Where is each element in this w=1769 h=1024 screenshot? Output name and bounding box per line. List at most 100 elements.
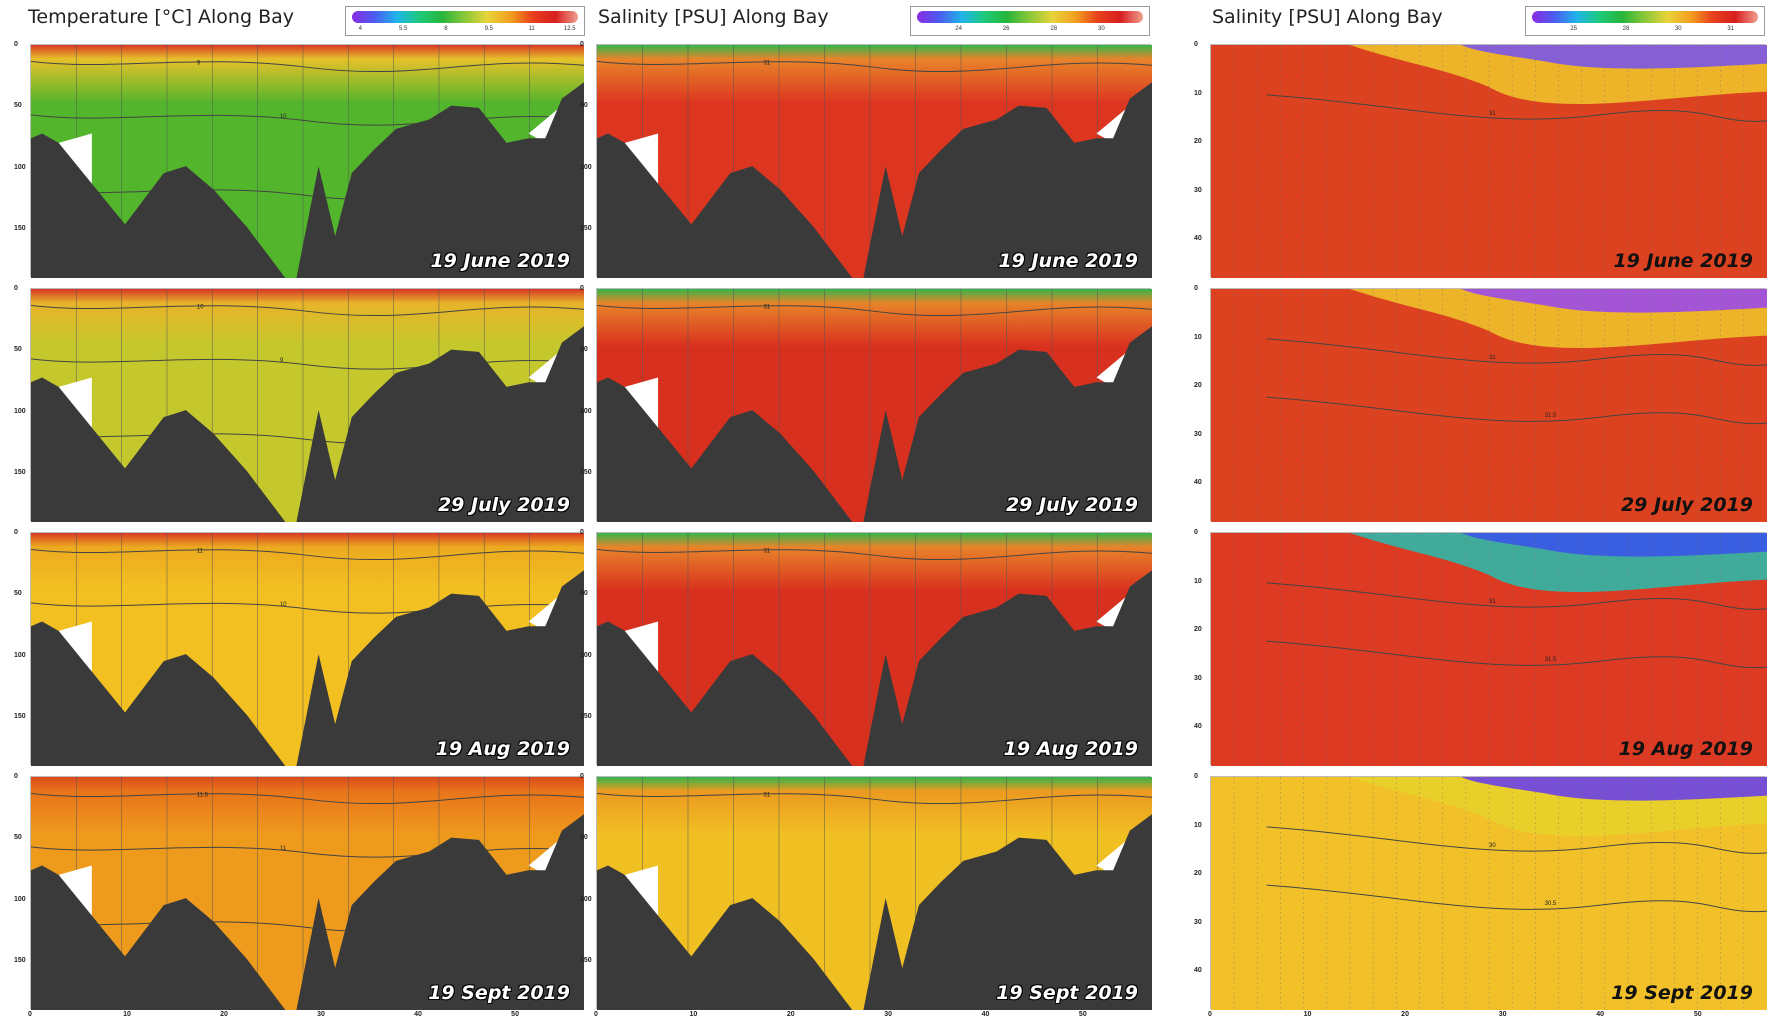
salinity-mid-panel: 31 29 July 2019 bbox=[596, 288, 1152, 522]
contour-label: 9 bbox=[280, 358, 284, 364]
seafloor-bathymetry bbox=[597, 326, 1152, 522]
y-tick-label: 10 bbox=[1194, 577, 1202, 585]
contour-label: 31 bbox=[764, 792, 771, 798]
y-tick-label: 0 bbox=[1194, 773, 1198, 780]
panel-date-label: 19 June 2019 bbox=[998, 250, 1138, 272]
salinity-mid-colorbar-gradient bbox=[917, 11, 1143, 23]
colorbar-tick: 9.5 bbox=[484, 26, 493, 32]
x-tick-label: 50 bbox=[1693, 1011, 1702, 1018]
salinity-right-section-plot: 30 30.5 bbox=[1211, 777, 1767, 1010]
contour-label: 31 bbox=[764, 304, 771, 310]
y-tick-label: 10 bbox=[1194, 89, 1202, 97]
contour-line bbox=[31, 304, 584, 317]
x-tick-label: 10 bbox=[1303, 1011, 1312, 1018]
y-tick-label: 100 bbox=[14, 651, 26, 659]
y-tick-label: 100 bbox=[580, 407, 592, 415]
contour-label: 11 bbox=[280, 846, 287, 852]
salinity-mid-colorbar: 24 26 28 30 bbox=[910, 6, 1150, 36]
y-tick-label: 20 bbox=[1194, 626, 1202, 634]
y-tick-label: 100 bbox=[580, 651, 592, 659]
colorbar-tick: 8 bbox=[444, 26, 448, 32]
y-tick-label: 100 bbox=[580, 895, 592, 903]
y-tick-label: 40 bbox=[1194, 235, 1202, 243]
y-tick-label: 20 bbox=[1194, 138, 1202, 146]
y-tick-label: 100 bbox=[14, 895, 26, 903]
seafloor-bathymetry bbox=[597, 82, 1152, 278]
temperature-section-plot: 11.51110.5 bbox=[31, 777, 584, 1010]
salinity-mid-panel: 31 19 June 2019 bbox=[596, 44, 1152, 278]
contour-line bbox=[31, 358, 584, 370]
y-tick-label: 0 bbox=[580, 285, 584, 292]
contour-label: 9 bbox=[197, 60, 201, 66]
salinity-mid-section-plot: 31 bbox=[597, 533, 1152, 766]
contour-line bbox=[1266, 396, 1767, 425]
colorbar-tick: 26 bbox=[1002, 26, 1010, 32]
contour-line bbox=[31, 846, 584, 858]
y-tick-label: 50 bbox=[580, 346, 588, 354]
contour-label: 31 bbox=[764, 548, 771, 554]
contour-line bbox=[31, 792, 584, 805]
temperature-colorbar: 4 5.5 8 9.5 11 12.5 bbox=[345, 6, 585, 36]
y-tick-label: 50 bbox=[580, 590, 588, 598]
contour-line bbox=[597, 304, 1152, 317]
salinity-mid-panel: 31 19 Aug 2019 bbox=[596, 532, 1152, 766]
contour-line bbox=[31, 548, 584, 561]
temperature-title: Temperature [°C] Along Bay bbox=[28, 6, 294, 28]
freshwater-core bbox=[1461, 777, 1767, 801]
y-tick-label: 150 bbox=[14, 956, 26, 964]
y-tick-label: 20 bbox=[1194, 382, 1202, 390]
colorbar-tick: 5.5 bbox=[398, 26, 408, 32]
x-tick-label: 40 bbox=[1596, 1011, 1605, 1018]
y-tick-label: 0 bbox=[580, 773, 584, 780]
y-tick-label: 30 bbox=[1194, 430, 1202, 438]
temperature-panel: 11 10 19 Aug 2019 bbox=[30, 532, 584, 766]
y-tick-label: 150 bbox=[580, 468, 592, 476]
x-tick-label: 0 bbox=[594, 1011, 598, 1018]
y-tick-label: 150 bbox=[14, 468, 26, 476]
y-tick-label: 0 bbox=[1194, 41, 1198, 48]
y-tick-label: 0 bbox=[14, 529, 18, 536]
x-tick-label: 30 bbox=[1498, 1011, 1507, 1018]
colorbar-tick: 25 bbox=[1570, 26, 1577, 32]
contour-label: 31 bbox=[1489, 111, 1496, 117]
salinity-right-colorbar-gradient bbox=[1532, 11, 1758, 23]
y-tick-label: 40 bbox=[1194, 723, 1202, 731]
y-tick-label: 0 bbox=[580, 529, 584, 536]
temperature-section-plot: 11 10 bbox=[31, 533, 584, 766]
y-tick-label: 10 bbox=[1194, 821, 1202, 829]
x-tick-label: 10 bbox=[123, 1011, 131, 1018]
y-tick-label: 100 bbox=[14, 407, 26, 415]
panel-date-label: 19 June 2019 bbox=[430, 250, 570, 272]
contour-line bbox=[1266, 826, 1767, 854]
y-tick-label: 100 bbox=[580, 163, 592, 171]
y-tick-label: 10 bbox=[1194, 333, 1202, 341]
temperature-colorbar-gradient bbox=[352, 11, 578, 23]
panel-date-label: 19 Sept 2019 bbox=[428, 982, 570, 1004]
contour-label: 31.5 bbox=[1545, 413, 1557, 419]
y-tick-label: 0 bbox=[580, 41, 584, 48]
contour-line bbox=[1266, 640, 1767, 669]
contour-line bbox=[1266, 94, 1767, 122]
colorbar-tick: 31 bbox=[1727, 26, 1735, 32]
y-tick-label: 20 bbox=[1194, 870, 1202, 878]
x-tick-label: 40 bbox=[414, 1011, 422, 1018]
y-tick-label: 50 bbox=[14, 834, 22, 842]
panel-date-label: 29 July 2019 bbox=[437, 494, 570, 516]
colorbar-tick: 28 bbox=[1622, 26, 1630, 32]
panel-date-label: 29 July 2019 bbox=[1620, 494, 1753, 516]
contour-line bbox=[1266, 338, 1767, 366]
y-tick-label: 50 bbox=[14, 346, 22, 354]
temperature-panel: 109829 July 2019 bbox=[30, 288, 584, 522]
y-tick-label: 150 bbox=[580, 224, 592, 232]
salinity-right-panel: 31 19 June 2019 bbox=[1210, 44, 1767, 278]
panel-date-label: 19 Sept 2019 bbox=[1611, 982, 1753, 1004]
x-tick-label: 30 bbox=[884, 1011, 892, 1018]
y-tick-label: 0 bbox=[1194, 529, 1198, 536]
contour-line bbox=[597, 548, 1152, 561]
x-tick-label: 20 bbox=[1401, 1011, 1409, 1018]
salinity-mid-section-plot: 31 bbox=[597, 45, 1152, 278]
contour-line bbox=[1266, 884, 1767, 913]
salinity-mid-title: Salinity [PSU] Along Bay bbox=[598, 6, 829, 28]
x-tick-label: 10 bbox=[689, 1011, 698, 1018]
salinity-right-section-plot: 31 bbox=[1211, 45, 1767, 278]
